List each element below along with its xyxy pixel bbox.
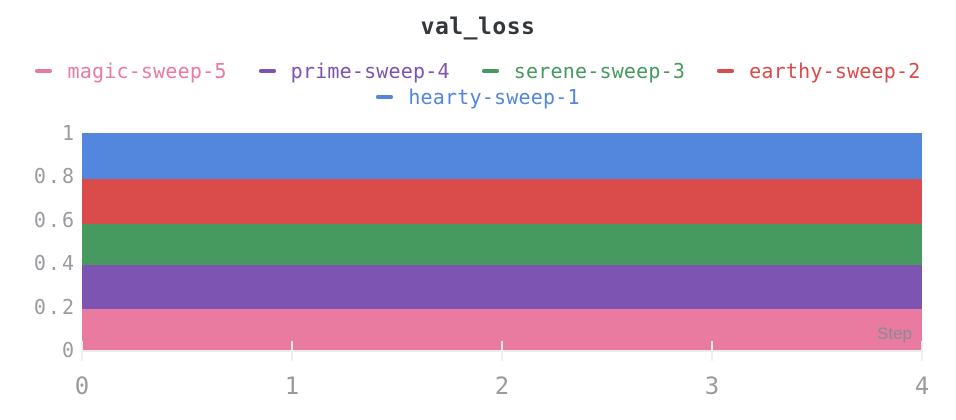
area-band-earthy-sweep-2 [82,178,922,225]
series-color-dash-icon [35,69,53,73]
legend-label: hearty-sweep-1 [408,85,580,109]
x-tick-mark [81,341,83,361]
y-tick-label: 0.2 [33,294,76,319]
x-tick-label: 1 [284,372,300,400]
x-tick-label: 0 [74,372,90,400]
y-tick-label: 0.8 [33,164,76,189]
legend: magic-sweep-5 prime-sweep-4 serene-sweep… [0,58,956,110]
area-band-prime-sweep-4 [82,265,922,309]
y-tick-label: 0.4 [33,251,76,276]
x-tick-mark [711,341,713,361]
plot-area[interactable]: Step [82,133,922,350]
legend-row-2: hearty-sweep-1 [0,84,956,110]
legend-item-hearty-sweep-1[interactable]: hearty-sweep-1 [376,85,579,109]
area-band-serene-sweep-3 [82,224,922,266]
legend-item-earthy-sweep-2[interactable]: earthy-sweep-2 [717,59,920,83]
legend-item-serene-sweep-3[interactable]: serene-sweep-3 [481,59,686,83]
legend-item-magic-sweep-5[interactable]: magic-sweep-5 [35,59,226,83]
x-tick-label: 4 [914,372,930,400]
x-tick-mark [291,341,293,361]
area-band-hearty-sweep-1 [82,133,922,179]
legend-label: earthy-sweep-2 [749,59,921,83]
chart-title: val_loss [420,14,536,40]
x-axis-title: Step [877,324,912,343]
legend-label: prime-sweep-4 [290,59,450,83]
series-color-dash-icon [717,69,735,73]
legend-item-prime-sweep-4[interactable]: prime-sweep-4 [258,59,450,83]
series-color-dash-icon [481,69,499,73]
x-tick-label: 3 [704,372,720,400]
y-tick-label: 0.6 [33,207,76,232]
series-color-dash-icon [376,95,394,99]
x-tick-label: 2 [494,372,510,400]
y-tick-label: 1 [61,121,76,145]
legend-label: serene-sweep-3 [513,59,686,83]
x-tick-mark [501,341,503,361]
x-tick-mark [921,341,923,361]
legend-label: magic-sweep-5 [67,59,227,83]
series-color-dash-icon [258,69,276,73]
y-tick-label: 0 [61,338,76,362]
legend-row-1: magic-sweep-5 prime-sweep-4 serene-sweep… [0,58,956,84]
